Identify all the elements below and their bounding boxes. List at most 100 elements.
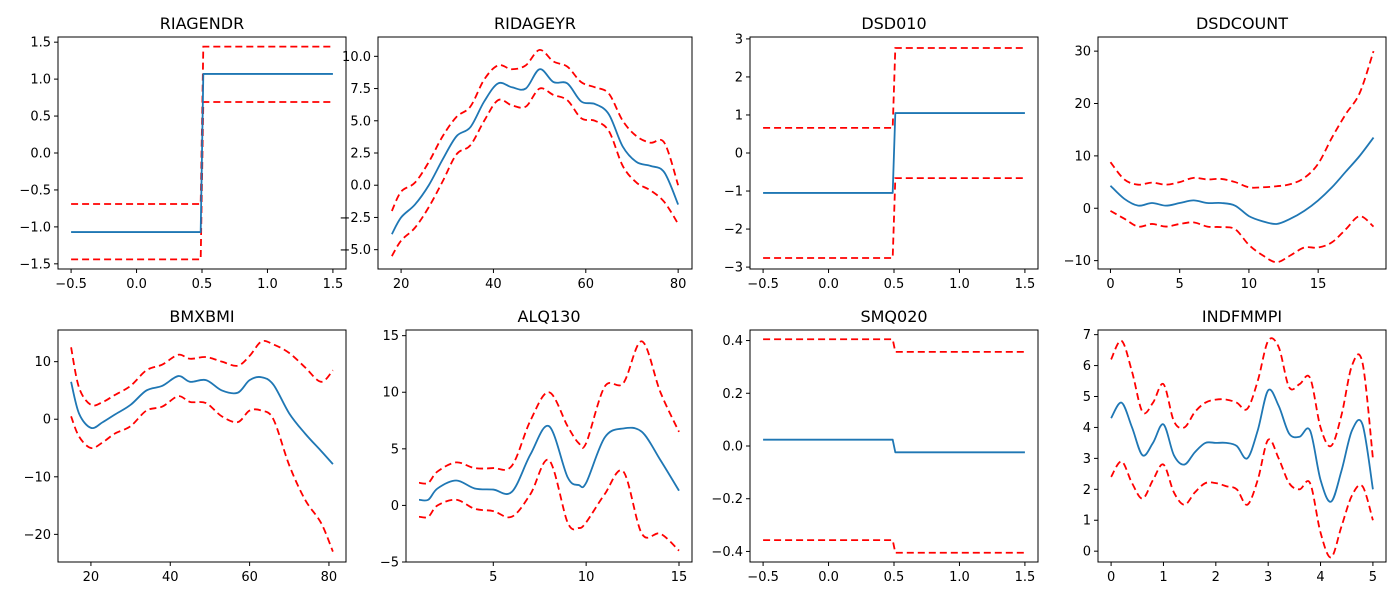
plot-area (71, 45, 333, 261)
x-tick-label: 5 (1176, 277, 1184, 292)
ci-upper-line (70, 339, 334, 407)
y-tick-label: 0 (391, 499, 399, 514)
x-tick-label: 20 (83, 570, 100, 585)
ci-upper-line (763, 47, 1025, 129)
y-tick-label: 0.2 (722, 387, 743, 402)
x-tick-label: 1.5 (323, 277, 344, 292)
axes-frame (57, 329, 347, 563)
y-tick-label: −1 (724, 185, 743, 200)
subplot-title: SMQ020 (860, 307, 927, 326)
subplot-title: BMXBMI (169, 307, 234, 326)
y-tick-label: 5 (391, 442, 399, 457)
ci-upper-line (1110, 337, 1374, 459)
y-tick-label: 10.0 (342, 50, 371, 65)
y-tick-label: −0.5 (19, 183, 51, 198)
x-tick-label: 60 (241, 570, 258, 585)
x-tick-label: 3 (1264, 570, 1272, 585)
subplot-bmxbmi: BMXBMI 20 40 60 80 −20 −10 0 10 (24, 307, 347, 585)
x-tick-label: 80 (321, 570, 338, 585)
ci-lower-line (763, 539, 1025, 554)
subplot-title: ALQ130 (518, 307, 581, 326)
x-tick-label: 0.0 (818, 570, 839, 585)
plot-area (418, 340, 680, 552)
fit-line (70, 375, 334, 465)
y-tick-label: −20 (24, 528, 51, 543)
ci-upper-line (1109, 50, 1375, 189)
x-tick-label: 0.5 (884, 570, 905, 585)
x-tick-label: 0.5 (192, 277, 213, 292)
x-tick-label: 20 (393, 277, 410, 292)
fit-line (763, 112, 1025, 194)
y-tick-label: 3 (1083, 452, 1091, 467)
x-tick-label: 2 (1212, 570, 1220, 585)
plot-area (763, 338, 1025, 554)
ci-lower-line (70, 395, 334, 552)
x-tick-label: 1.0 (257, 277, 278, 292)
y-tick-label: 0.0 (30, 147, 51, 162)
plot-area (70, 339, 334, 552)
x-tick-label: 4 (1316, 570, 1324, 585)
ci-lower-line (1110, 438, 1374, 559)
fit-line (1109, 137, 1375, 225)
y-tick-label: 5.0 (350, 114, 371, 129)
y-tick-label: 5 (1083, 390, 1091, 405)
y-tick-label: −10 (24, 470, 51, 485)
x-tick-label: 1 (1159, 570, 1167, 585)
x-tick-label: 40 (162, 570, 179, 585)
subplot-alq130: ALQ130 5 10 15 −5 0 5 10 15 (380, 307, 693, 585)
y-tick-label: 2 (735, 70, 743, 85)
x-tick-label: 0.5 (884, 277, 905, 292)
y-tick-label: 7 (1083, 328, 1091, 343)
x-tick-label: 40 (485, 277, 502, 292)
fit-line (71, 73, 333, 233)
y-tick-label: 0 (43, 413, 51, 428)
x-tick-label: 15 (1310, 277, 1327, 292)
y-tick-label: 6 (1083, 359, 1091, 374)
y-tick-label: 7.5 (350, 82, 371, 97)
x-tick-label: 1.5 (1015, 570, 1036, 585)
subplot-title: INDFMMPI (1202, 307, 1282, 326)
y-tick-label: 0.0 (722, 440, 743, 455)
x-tick-label: 0 (1106, 277, 1114, 292)
y-tick-label: −1.0 (19, 220, 51, 235)
plot-area (763, 47, 1025, 259)
y-tick-label: 10 (1074, 149, 1091, 164)
ci-lower-line (763, 177, 1025, 259)
ci-lower-line (1110, 210, 1375, 264)
plot-area (1110, 337, 1374, 559)
y-tick-label: 30 (1074, 45, 1091, 60)
fit-line (391, 68, 679, 235)
subplot-title: RIDAGEYR (494, 14, 576, 33)
y-tick-label: 1.5 (30, 36, 51, 51)
y-tick-label: 1 (735, 108, 743, 123)
axes-frame (405, 329, 693, 563)
y-tick-label: 3 (735, 32, 743, 47)
x-tick-label: 10 (1241, 277, 1258, 292)
y-tick-label: −1.5 (19, 257, 51, 272)
subplot-smq020: SMQ020 −0.5 0.0 0.5 1.0 1.5 −0.4 −0.2 0.0 0.2 0.4 (711, 307, 1039, 585)
plot-area (1109, 50, 1375, 264)
y-tick-label: 20 (1074, 97, 1091, 112)
ci-lower-line (391, 87, 679, 257)
ci-upper-line (418, 340, 680, 485)
y-tick-label: 0.0 (350, 179, 371, 194)
y-tick-label: −2.5 (339, 211, 371, 226)
y-tick-label: −0.2 (711, 492, 743, 507)
y-tick-label: −3 (724, 261, 743, 276)
x-tick-label: 5 (489, 570, 497, 585)
x-tick-label: −0.5 (747, 277, 779, 292)
subplot-ridageyr: RIDAGEYR 20 40 60 80 −5.0 −2.5 0.0 2.5 5.0 7.5 10.0 (339, 14, 693, 292)
axes-frame (1097, 329, 1387, 563)
y-tick-label: −2 (724, 223, 743, 238)
y-tick-label: 0 (735, 147, 743, 162)
y-tick-label: 0.5 (30, 110, 51, 125)
x-tick-label: −0.5 (747, 570, 779, 585)
x-tick-label: 10 (578, 570, 595, 585)
subplot-indfmmpi: INDFMMPI 0 1 2 3 4 5 0 1 2 3 4 5 6 7 (1083, 307, 1387, 585)
subplot-title: RIAGENDR (160, 14, 244, 33)
x-tick-label: 0 (1107, 570, 1115, 585)
x-tick-label: 0.0 (126, 277, 147, 292)
x-tick-label: 1.5 (1015, 277, 1036, 292)
x-tick-label: 80 (670, 277, 687, 292)
